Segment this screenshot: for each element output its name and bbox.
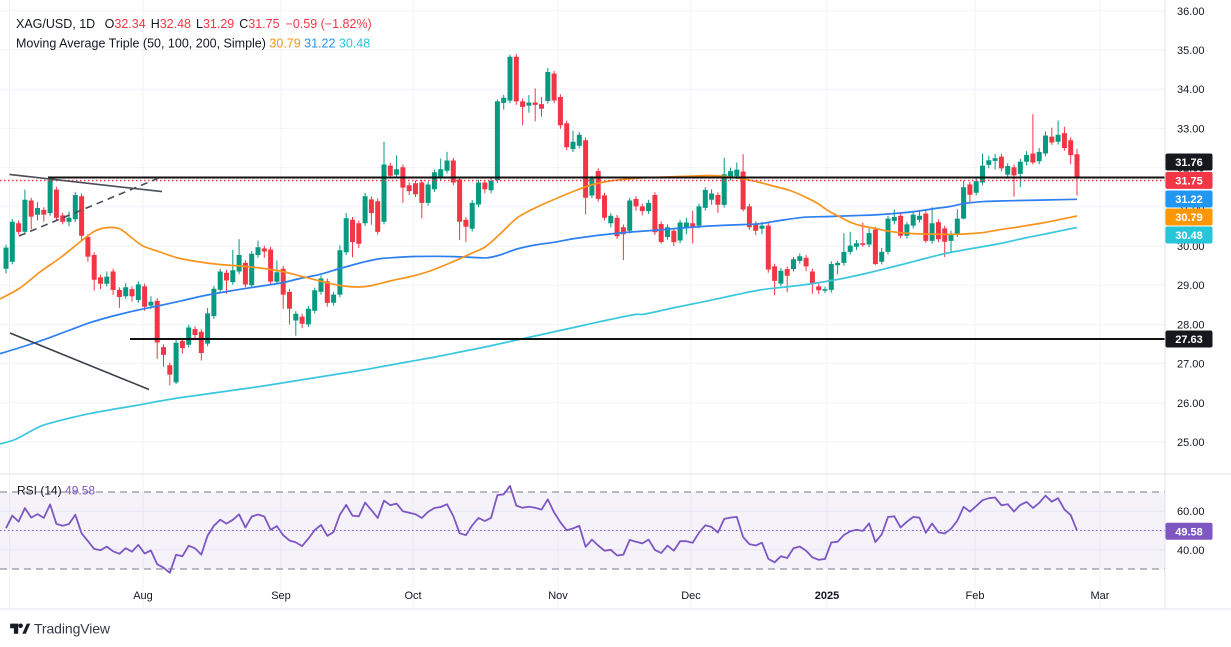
svg-text:Mar: Mar xyxy=(1091,590,1110,602)
svg-text:Feb: Feb xyxy=(966,590,985,602)
svg-text:60.00: 60.00 xyxy=(1177,506,1205,518)
svg-text:31.75: 31.75 xyxy=(1175,175,1203,187)
svg-text:36.00: 36.00 xyxy=(1177,6,1205,18)
svg-text:Sep: Sep xyxy=(271,590,291,602)
svg-text:35.00: 35.00 xyxy=(1177,45,1205,57)
svg-text:49.58: 49.58 xyxy=(1175,526,1203,538)
svg-text:27.63: 27.63 xyxy=(1175,334,1203,346)
svg-text:30.48: 30.48 xyxy=(1175,230,1203,242)
svg-text:Moving Average Triple (50, 100: Moving Average Triple (50, 100, 200, Sim… xyxy=(16,37,370,51)
svg-text:Nov: Nov xyxy=(548,590,568,602)
svg-text:34.00: 34.00 xyxy=(1177,84,1205,96)
svg-text:30.00: 30.00 xyxy=(1177,241,1205,253)
svg-text:2025: 2025 xyxy=(815,590,839,602)
svg-text:28.00: 28.00 xyxy=(1177,319,1205,331)
svg-text:26.00: 26.00 xyxy=(1177,398,1205,410)
svg-text:Aug: Aug xyxy=(133,590,153,602)
svg-text:27.00: 27.00 xyxy=(1177,359,1205,371)
svg-text:Oct: Oct xyxy=(404,590,421,602)
svg-text:31.22: 31.22 xyxy=(1175,194,1203,206)
svg-text:25.00: 25.00 xyxy=(1177,437,1205,449)
svg-text:RSI (14) 49.58: RSI (14) 49.58 xyxy=(17,484,95,498)
svg-text:Dec: Dec xyxy=(681,590,701,602)
svg-text:33.00: 33.00 xyxy=(1177,123,1205,135)
svg-text:TradingView: TradingView xyxy=(34,621,111,637)
svg-text:30.79: 30.79 xyxy=(1175,212,1203,224)
svg-text:31.76: 31.76 xyxy=(1175,157,1203,169)
svg-text:29.00: 29.00 xyxy=(1177,280,1205,292)
svg-text:40.00: 40.00 xyxy=(1177,545,1205,557)
